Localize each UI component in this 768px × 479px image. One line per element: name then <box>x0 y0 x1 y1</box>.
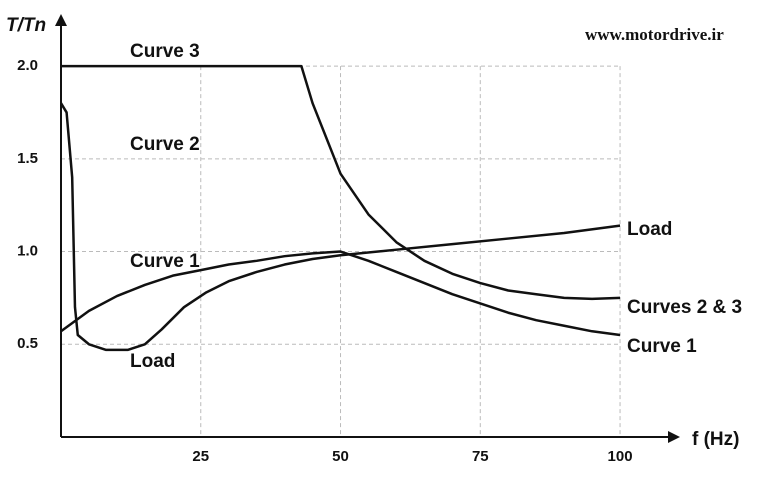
axes <box>55 14 680 443</box>
line <box>59 102 621 352</box>
x-tick-label: 50 <box>332 448 349 465</box>
annotation: Curve 1 <box>130 251 200 272</box>
y-tick-label: 0.5 <box>17 335 38 352</box>
series-label: Curve 1 <box>627 336 697 357</box>
x-axis-label: f (Hz) <box>692 429 739 450</box>
line <box>61 64 621 301</box>
watermark: www.motordrive.ir <box>585 25 724 44</box>
x-tick-label: 75 <box>472 448 489 465</box>
y-tick-label: 1.5 <box>17 150 38 167</box>
annotation: Curve 2 <box>130 134 200 155</box>
y-tick-label: 2.0 <box>17 57 38 74</box>
y-arrow <box>55 14 67 26</box>
y-axis-label: T/Tn <box>6 15 46 36</box>
y-tick-label: 1.0 <box>17 243 38 260</box>
line <box>60 250 621 337</box>
series-label: Load <box>627 219 672 240</box>
annotation: Load <box>130 351 175 372</box>
annotation: Curve 3 <box>130 41 200 62</box>
x-tick-label: 25 <box>192 448 209 465</box>
x-tick-label: 100 <box>608 448 633 465</box>
series-label: Curves 2 & 3 <box>627 297 742 318</box>
x-arrow <box>668 431 680 443</box>
